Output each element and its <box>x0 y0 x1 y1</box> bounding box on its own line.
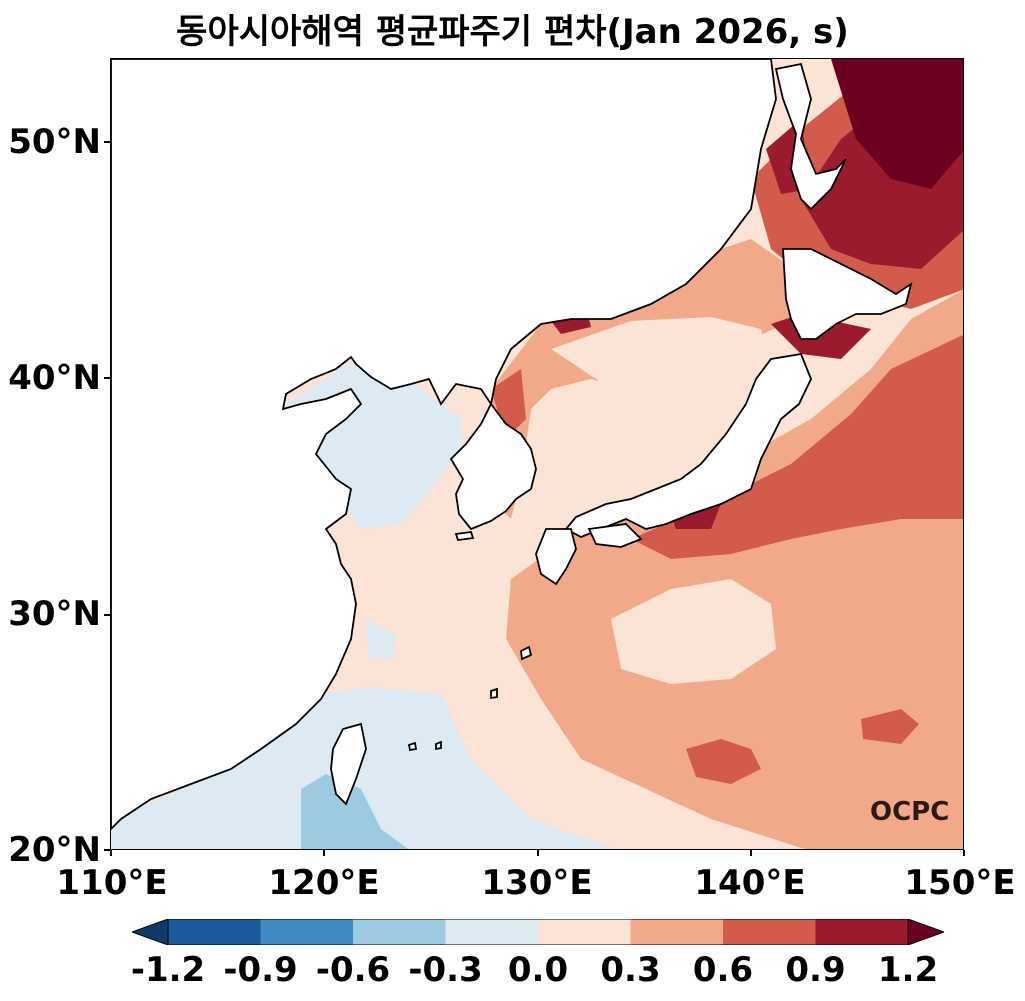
colorbar-outline <box>167 919 909 945</box>
colorbar-segment <box>168 919 261 945</box>
lon-label-120: 120°E <box>268 863 380 903</box>
lon-tick-120 <box>323 850 325 856</box>
lat-tick-40 <box>104 377 110 379</box>
colorbar-tick-label: -0.6 <box>315 950 391 990</box>
coastline <box>111 59 913 831</box>
land-shikoku <box>587 523 643 548</box>
land-jeju <box>454 531 475 541</box>
lat-tick-20 <box>104 849 110 851</box>
land-mainland <box>111 59 777 831</box>
lon-label-110: 110°E <box>56 863 168 903</box>
contour-0.9-to-1.2-japan <box>671 504 721 529</box>
contour-0.3-to-0.6-eastsea <box>491 239 801 519</box>
lat-label-40: 40°N <box>8 358 101 398</box>
lon-label-140: 140°E <box>694 863 806 903</box>
land-kyushu <box>535 528 577 586</box>
colorbar-segment <box>723 919 816 945</box>
land-korea <box>449 402 537 531</box>
contour-over-1.2 <box>831 59 963 189</box>
contour-0.6-to-0.9-patch <box>686 739 761 784</box>
colorbar-tick-label: -1.2 <box>130 950 206 990</box>
anomaly-map <box>111 59 963 849</box>
land-hokkaido <box>782 248 913 340</box>
lon-tick-110 <box>110 850 112 856</box>
land-ryukyu-1 <box>520 645 533 661</box>
land-ryukyu-3 <box>407 741 418 752</box>
lon-label-130: 130°E <box>481 863 593 903</box>
colorbar-tick-label: -0.9 <box>223 950 298 990</box>
colorbar-tick-label: -0.3 <box>408 950 483 990</box>
colorbar-over-arrow <box>907 919 944 945</box>
land-sakhalin <box>774 62 847 211</box>
contour-0.6-to-0.9-patch2 <box>861 709 919 744</box>
colorbar-segment <box>538 919 631 945</box>
contour-neg-0.6 <box>301 774 409 849</box>
colorbar-tick-label: 0.0 <box>507 950 569 990</box>
contour-0-to-0.3-pacific <box>611 579 776 684</box>
lat-tick-50 <box>104 141 110 143</box>
contour-neg-south <box>111 687 616 849</box>
lon-tick-130 <box>537 850 539 856</box>
map-panel <box>110 58 964 850</box>
colorbar-tick-label: 1.2 <box>877 950 939 990</box>
colorbar-segment <box>815 919 909 945</box>
contour-0-to-0.3-eastsea <box>551 317 771 399</box>
colorbar-segment <box>445 919 539 945</box>
lat-label-20: 20°N <box>8 830 101 870</box>
contour-0.6-to-0.9-korea <box>491 369 526 439</box>
lon-label-150: 150°E <box>904 863 1016 903</box>
colorbar-tick-label: 0.6 <box>692 950 754 990</box>
colorbar <box>132 919 944 945</box>
land-ryukyu-4 <box>435 740 442 751</box>
lat-tick-30 <box>104 614 110 616</box>
colorbar-segment <box>260 919 354 945</box>
map-title: 동아시아해역 평균파주기 편차(Jan 2026, s) <box>176 12 849 52</box>
ocpc-logo: OCPC <box>870 797 950 827</box>
colorbar-under-arrow <box>132 919 169 945</box>
land-taiwan <box>330 722 367 806</box>
colorbar-tick-label: 0.3 <box>600 950 661 990</box>
colorbar-segment <box>353 919 446 945</box>
lon-tick-140 <box>750 850 752 856</box>
land-ryukyu-2 <box>490 687 498 700</box>
lat-label-50: 50°N <box>8 122 101 162</box>
contour-neg-strait <box>366 619 396 659</box>
colorbar-tick-label: 0.9 <box>785 950 846 990</box>
colorbar-segment <box>630 919 724 945</box>
lat-label-30: 30°N <box>8 594 101 634</box>
lon-tick-150 <box>963 850 965 856</box>
